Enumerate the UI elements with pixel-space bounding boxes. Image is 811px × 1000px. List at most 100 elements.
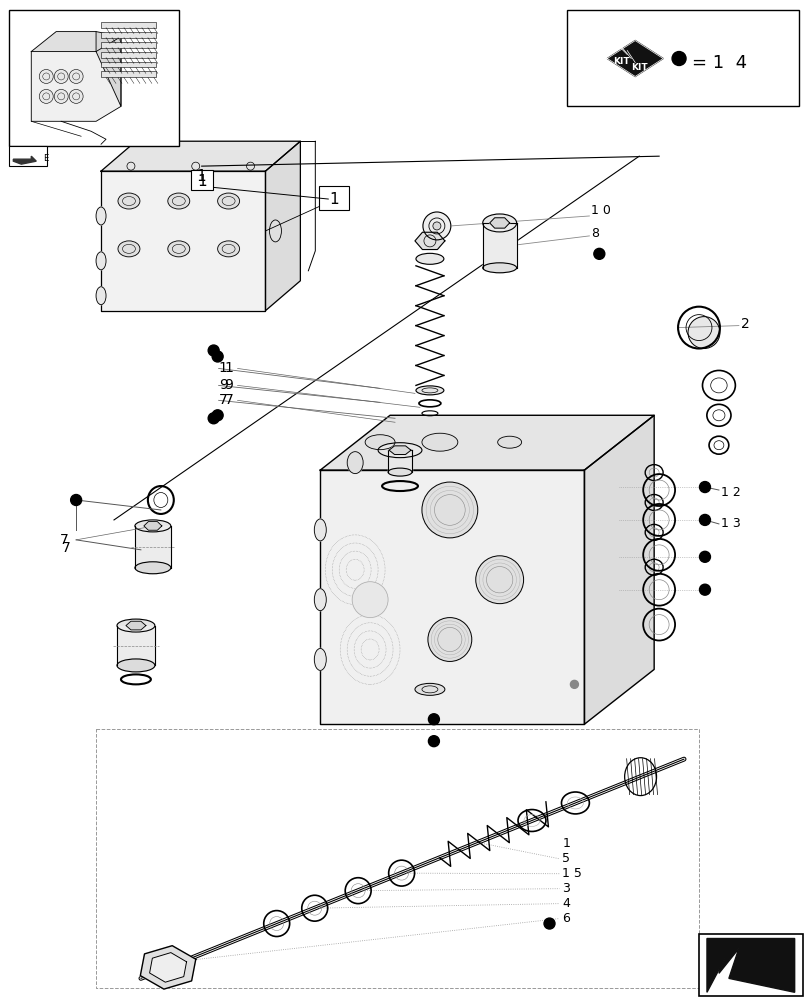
Polygon shape xyxy=(388,446,410,454)
Polygon shape xyxy=(140,946,195,989)
Ellipse shape xyxy=(347,452,363,474)
Circle shape xyxy=(698,514,710,525)
Ellipse shape xyxy=(96,252,106,270)
Ellipse shape xyxy=(118,241,139,257)
Ellipse shape xyxy=(168,241,190,257)
Text: 1: 1 xyxy=(195,169,205,184)
Polygon shape xyxy=(144,522,161,530)
Ellipse shape xyxy=(687,317,719,349)
Polygon shape xyxy=(489,218,509,228)
Circle shape xyxy=(428,714,439,725)
Ellipse shape xyxy=(217,193,239,209)
Text: 5: 5 xyxy=(562,852,570,865)
Text: KIT: KIT xyxy=(630,63,647,72)
Text: 7: 7 xyxy=(62,541,71,555)
Ellipse shape xyxy=(314,519,326,541)
Bar xyxy=(101,71,156,77)
Ellipse shape xyxy=(388,468,411,476)
Polygon shape xyxy=(117,626,155,665)
Ellipse shape xyxy=(378,443,422,458)
Polygon shape xyxy=(265,141,300,311)
Bar xyxy=(101,32,156,38)
Ellipse shape xyxy=(314,589,326,611)
Text: 1: 1 xyxy=(562,837,569,850)
Circle shape xyxy=(543,918,554,929)
Text: 1 3: 1 3 xyxy=(720,517,740,530)
Circle shape xyxy=(593,248,604,259)
Circle shape xyxy=(428,736,439,747)
Polygon shape xyxy=(101,171,265,311)
Text: 6: 6 xyxy=(562,912,569,925)
Circle shape xyxy=(212,351,223,362)
Circle shape xyxy=(475,556,523,604)
Ellipse shape xyxy=(269,220,281,242)
Polygon shape xyxy=(126,621,146,630)
Polygon shape xyxy=(320,470,584,724)
Circle shape xyxy=(427,618,471,661)
Bar xyxy=(101,42,156,48)
Text: 4: 4 xyxy=(562,897,569,910)
Ellipse shape xyxy=(117,659,155,672)
Ellipse shape xyxy=(168,193,190,209)
Circle shape xyxy=(69,69,83,83)
Text: 7: 7 xyxy=(218,393,227,407)
Text: 1: 1 xyxy=(329,192,339,207)
Ellipse shape xyxy=(96,207,106,225)
Circle shape xyxy=(39,69,54,83)
Text: 9: 9 xyxy=(218,378,227,392)
Ellipse shape xyxy=(118,193,139,209)
Text: 1: 1 xyxy=(196,174,206,189)
Ellipse shape xyxy=(414,683,444,695)
Circle shape xyxy=(208,345,219,356)
Circle shape xyxy=(39,89,54,103)
Circle shape xyxy=(698,551,710,562)
Circle shape xyxy=(570,680,577,688)
Ellipse shape xyxy=(483,214,516,232)
Bar xyxy=(10,146,47,166)
Text: E: E xyxy=(43,154,49,163)
Text: 2: 2 xyxy=(740,317,749,331)
Text: 9: 9 xyxy=(225,378,234,392)
Ellipse shape xyxy=(497,436,521,448)
Ellipse shape xyxy=(365,435,394,450)
FancyBboxPatch shape xyxy=(191,170,212,190)
Bar xyxy=(10,10,178,146)
Polygon shape xyxy=(584,415,654,724)
Circle shape xyxy=(71,495,82,505)
Bar xyxy=(101,22,156,28)
Text: 1 5: 1 5 xyxy=(562,867,581,880)
Polygon shape xyxy=(135,526,170,568)
Text: 8: 8 xyxy=(590,227,599,240)
Text: 1: 1 xyxy=(225,361,234,375)
Polygon shape xyxy=(32,32,96,52)
Bar xyxy=(567,10,798,106)
Polygon shape xyxy=(149,953,187,982)
Polygon shape xyxy=(96,32,121,106)
Circle shape xyxy=(422,482,477,538)
Text: 1 2: 1 2 xyxy=(720,486,740,499)
Text: 1 0: 1 0 xyxy=(590,204,611,217)
Bar xyxy=(101,52,156,58)
Text: 7: 7 xyxy=(225,393,233,407)
Ellipse shape xyxy=(135,520,170,532)
Polygon shape xyxy=(13,156,36,164)
Bar xyxy=(101,62,156,67)
Text: KIT: KIT xyxy=(612,57,629,66)
Ellipse shape xyxy=(96,287,106,305)
Ellipse shape xyxy=(483,263,516,273)
Circle shape xyxy=(208,413,219,424)
Circle shape xyxy=(54,89,68,103)
Polygon shape xyxy=(388,450,411,472)
FancyBboxPatch shape xyxy=(319,186,349,210)
Polygon shape xyxy=(101,141,300,171)
Polygon shape xyxy=(706,938,794,992)
Text: 3: 3 xyxy=(562,882,569,895)
Polygon shape xyxy=(483,223,516,268)
Ellipse shape xyxy=(415,253,444,264)
Ellipse shape xyxy=(314,648,326,670)
Circle shape xyxy=(352,582,388,618)
Text: = 1  4: = 1 4 xyxy=(691,54,746,72)
Circle shape xyxy=(698,482,710,493)
Polygon shape xyxy=(414,232,444,250)
Circle shape xyxy=(672,52,685,65)
